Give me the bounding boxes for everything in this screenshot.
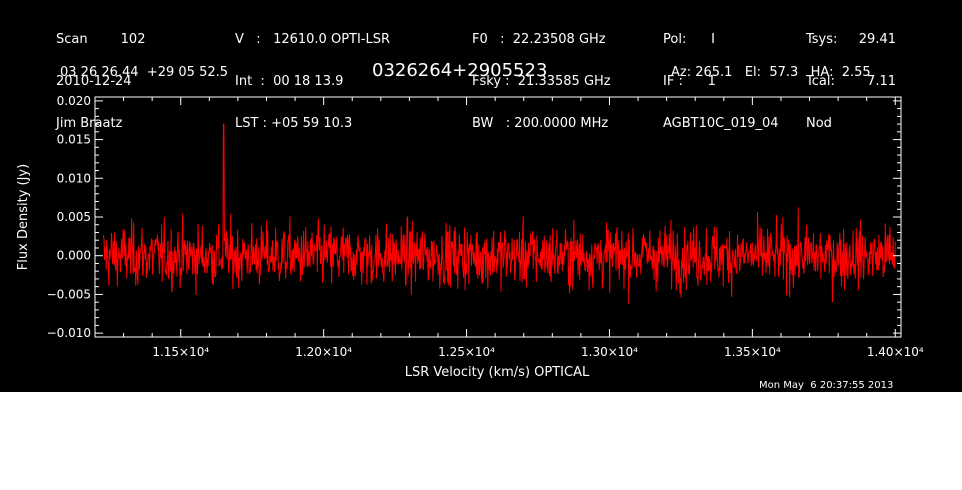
x-tick-label: 1.25×10⁴ xyxy=(438,345,495,359)
y-axis-label: Flux Density (Jy) xyxy=(16,164,31,270)
x-tick-label: 1.35×10⁴ xyxy=(724,345,781,359)
y-tick-label: −0.010 xyxy=(47,326,91,340)
integration-time: Int : 00 18 13.9 xyxy=(235,74,344,89)
spectrum-chart: 1.15×10⁴ 1.20×10⁴ 1.25×10⁴ 1.30×10⁴ 1.35×10⁴… xyxy=(16,94,924,380)
x-tick-label: 1.20×10⁴ xyxy=(295,345,352,359)
az-el-ha: Az: 265.1 El: 57.3 HA: 2.55 xyxy=(671,65,871,80)
velocity: V : 12610.0 OPTI-LSR xyxy=(235,32,391,47)
sky-frequency: Fsky : 21.33585 GHz xyxy=(472,74,611,89)
x-axis-label: LSR Velocity (km/s) OPTICAL xyxy=(405,365,590,380)
spectrum-trace xyxy=(103,123,896,305)
frequency-info: F0 : 22.23508 GHz Fsky : 21.33585 GHz BW… xyxy=(472,5,611,159)
polarization: Pol: I xyxy=(663,32,715,47)
rest-frequency: F0 : 22.23508 GHz xyxy=(472,32,606,47)
y-tick-label: 0.015 xyxy=(57,133,91,147)
obs-date: 2010-12-24 xyxy=(56,74,132,89)
y-tick-label: 0.010 xyxy=(57,171,91,185)
x-tick-label: 1.15×10⁴ xyxy=(152,345,209,359)
tcal-value: 7.11 xyxy=(867,74,896,89)
x-tick-label: 1.30×10⁴ xyxy=(581,345,638,359)
tsys-label: Tsys: xyxy=(806,32,838,47)
proc-type: Nod xyxy=(806,116,832,131)
y-tick-label: −0.005 xyxy=(47,287,91,301)
plot-panel: Scan 102 2010-12-24 Jim Braatz V : 12610… xyxy=(0,0,962,392)
tsys-value: 29.41 xyxy=(858,32,896,47)
plot-frame xyxy=(94,96,902,338)
observer: Jim Braatz xyxy=(56,116,123,131)
x-tick-label: 1.40×10⁴ xyxy=(867,345,924,359)
velocity-info: V : 12610.0 OPTI-LSR Int : 00 18 13.9 LS… xyxy=(235,5,390,159)
tsys-values: 29.41 7.11 xyxy=(846,5,896,145)
if-number: IF : 1 xyxy=(663,74,716,89)
tsys-labels: Tsys: Tcal: Nod xyxy=(806,5,837,159)
scan-number: Scan 102 xyxy=(56,32,146,47)
y-tick-label: 0.005 xyxy=(57,210,91,224)
scan-info: Scan 102 2010-12-24 Jim Braatz xyxy=(56,5,145,159)
project-id: AGBT10C_019_04 xyxy=(663,116,779,131)
source-coordinates: 03 26 26.44 +29 05 52.5 xyxy=(60,65,229,80)
y-tick-label: 0.000 xyxy=(57,249,91,263)
tcal-label: Tcal: xyxy=(806,74,835,89)
lst: LST : +05 59 10.3 xyxy=(235,116,353,131)
pol-info: Pol: I IF : 1 AGBT10C_019_04 xyxy=(663,5,779,159)
source-name: 0326264+2905523 xyxy=(372,60,548,81)
y-tick-label: 0.020 xyxy=(57,94,91,108)
bandwidth: BW : 200.0000 MHz xyxy=(472,116,609,131)
timestamp: Mon May 6 20:37:55 2013 xyxy=(759,380,894,391)
